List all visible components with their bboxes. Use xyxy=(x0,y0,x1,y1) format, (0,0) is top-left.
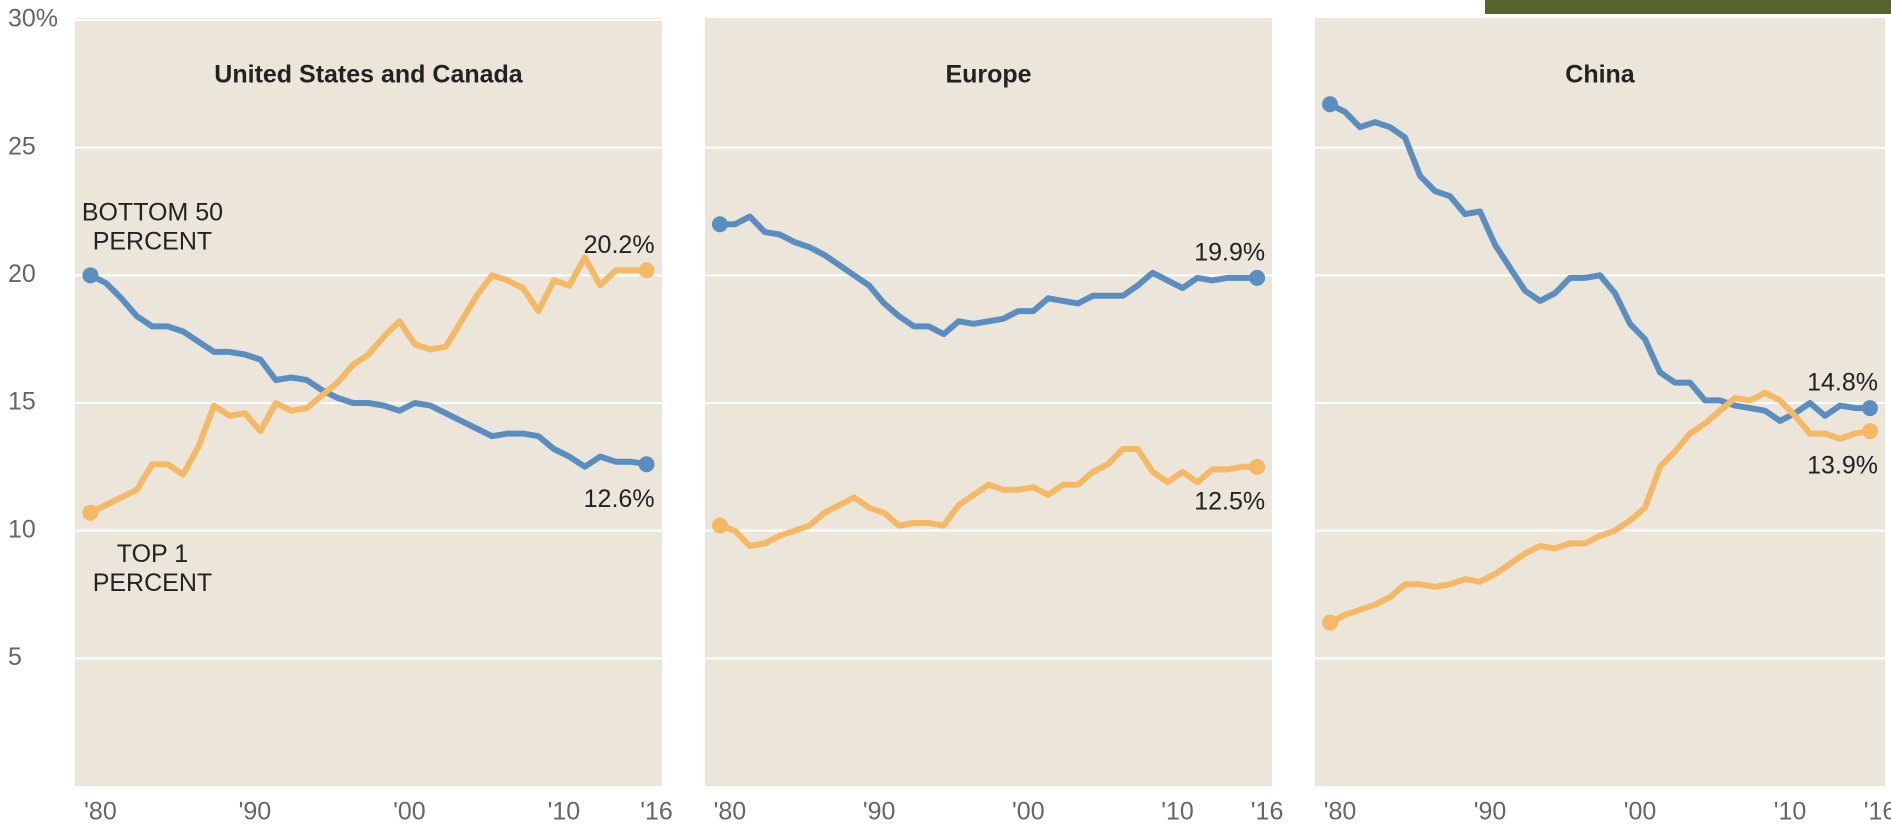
x-tick-label: '10 xyxy=(1774,798,1807,826)
value-label: 14.8% xyxy=(1807,369,1878,397)
x-tick-label: '00 xyxy=(1624,798,1657,826)
photo-edge xyxy=(1485,0,1891,14)
x-tick-label: '80 xyxy=(84,798,117,826)
x-tick-label: '90 xyxy=(863,798,896,826)
end-dot xyxy=(712,518,728,534)
y-tick-label: 20 xyxy=(8,260,36,288)
series-name-line: PERCENT xyxy=(93,568,212,596)
page: {"chart_data": [ {"type": "line", "title… xyxy=(0,0,1891,835)
y-tick-label: 30% xyxy=(8,5,58,33)
end-dot xyxy=(1322,96,1338,112)
value-label: 12.5% xyxy=(1194,487,1265,515)
chart: 5 10 15 20 25 30% '80 '90 '00 '10 '16 United States… xyxy=(0,0,1891,835)
x-tick-label: '00 xyxy=(1012,798,1045,826)
x-tick-label: '90 xyxy=(1474,798,1507,826)
x-tick-label: '16 xyxy=(1251,798,1284,826)
series-name-line: TOP 1 xyxy=(117,539,188,567)
value-label: 13.9% xyxy=(1807,452,1878,480)
end-dot xyxy=(639,262,655,278)
end-dot xyxy=(1322,615,1338,631)
end-dot xyxy=(82,267,98,283)
x-tick-label: '00 xyxy=(393,798,426,826)
y-tick-label: 10 xyxy=(8,515,36,543)
end-dot xyxy=(1862,423,1878,439)
end-dot xyxy=(82,505,98,521)
panel-title: Europe xyxy=(945,61,1031,89)
y-tick-label: 5 xyxy=(8,643,22,671)
x-tick-label: '10 xyxy=(548,798,581,826)
end-dot xyxy=(1249,459,1265,475)
series-name-line: BOTTOM 50 xyxy=(82,198,223,226)
series-name-line: PERCENT xyxy=(93,227,212,255)
y-tick-label: 25 xyxy=(8,132,36,160)
value-label: 20.2% xyxy=(584,231,655,259)
x-tick-label: '16 xyxy=(1864,798,1891,826)
end-dot xyxy=(1862,400,1878,416)
x-tick-label: '90 xyxy=(239,798,272,826)
end-dot xyxy=(639,456,655,472)
x-tick-label: '80 xyxy=(1324,798,1357,826)
x-tick-label: '10 xyxy=(1161,798,1194,826)
value-label: 19.9% xyxy=(1194,238,1265,266)
panel-title: United States and Canada xyxy=(214,61,523,89)
y-tick-label: 15 xyxy=(8,388,36,416)
x-tick-label: '80 xyxy=(714,798,747,826)
end-dot xyxy=(1249,270,1265,286)
end-dot xyxy=(712,216,728,232)
value-label: 12.6% xyxy=(584,485,655,513)
panel-title: China xyxy=(1565,61,1636,89)
x-tick-label: '16 xyxy=(640,798,673,826)
